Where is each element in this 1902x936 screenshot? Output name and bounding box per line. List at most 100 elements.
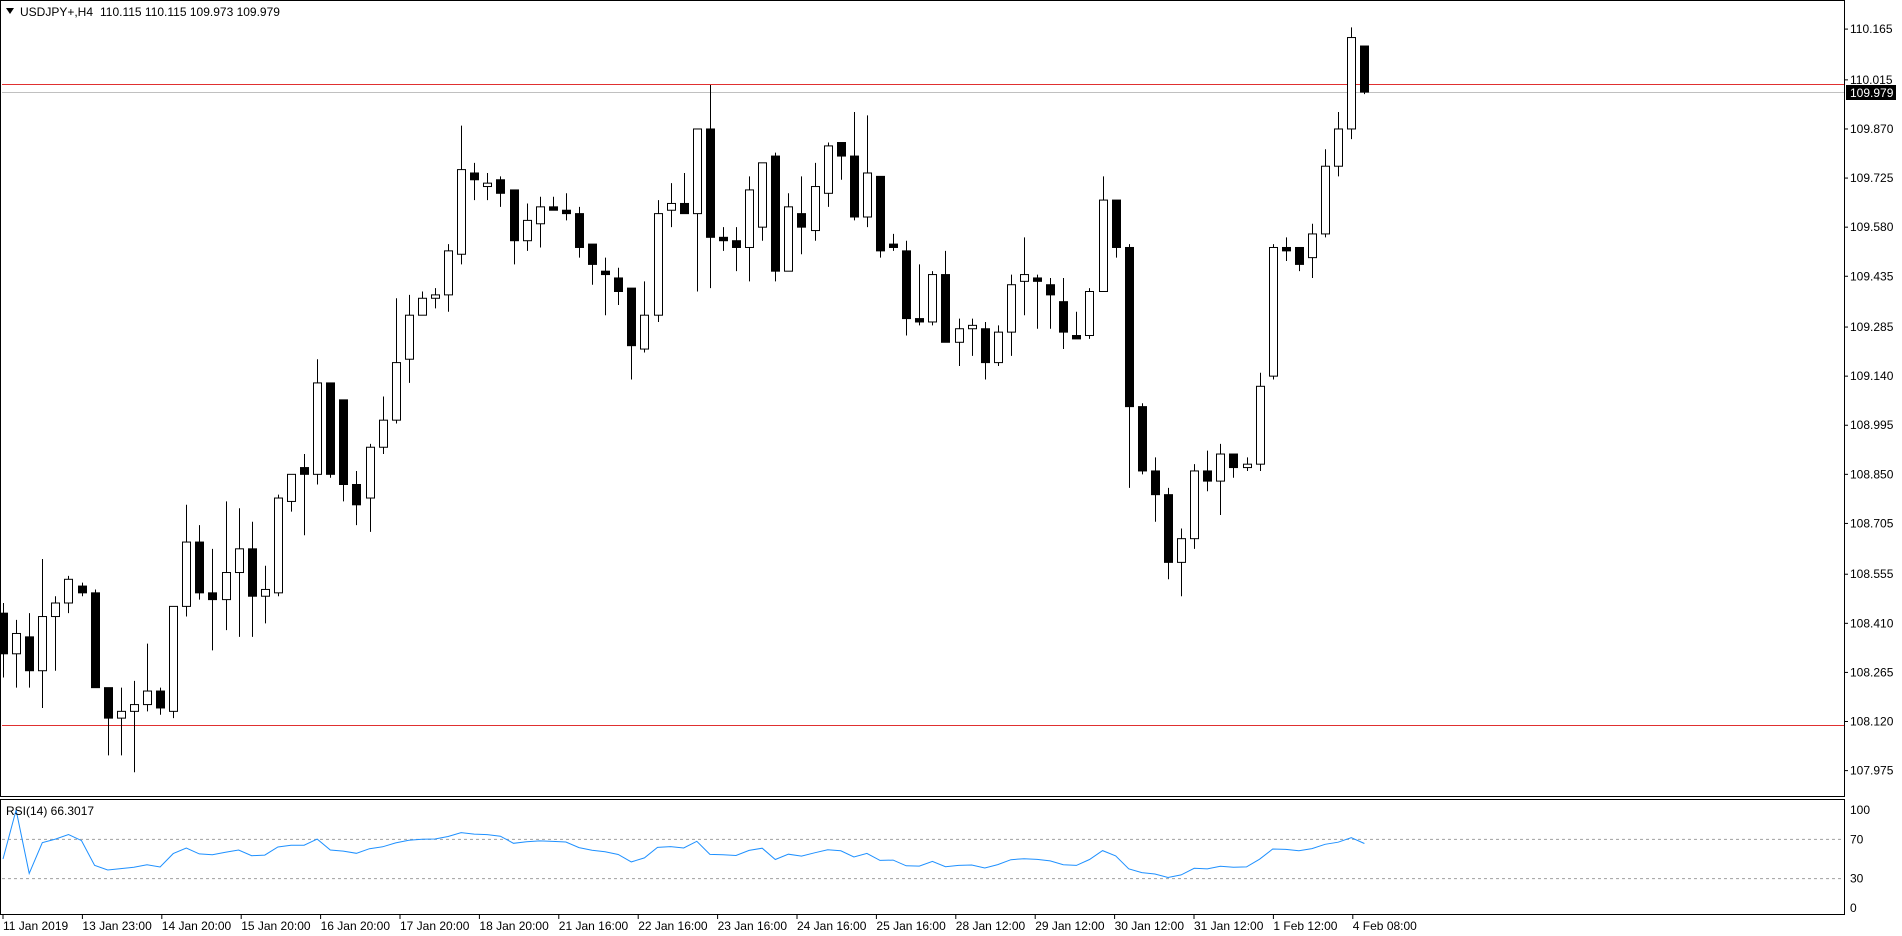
candle-2: [25, 613, 34, 688]
candle-18: [235, 508, 244, 637]
candle-body-56: [732, 240, 741, 248]
candle-12: [156, 687, 165, 715]
candle-43: [562, 193, 571, 221]
candle-28: [366, 443, 375, 532]
candle-body-1: [12, 632, 21, 655]
candle-body-81: [1059, 301, 1068, 333]
candle-45: [588, 243, 597, 285]
candle-body-98: [1282, 246, 1291, 252]
candle-21: [274, 494, 283, 597]
candle-51: [667, 183, 676, 228]
price-tick-label-8: 108.995: [1850, 418, 1894, 432]
candle-85: [1112, 199, 1121, 258]
candle-60: [784, 193, 793, 272]
price-tick-label-10: 108.705: [1850, 516, 1894, 530]
candle-70: [915, 264, 924, 326]
price-tick-label-13: 108.265: [1850, 665, 1894, 679]
candle-body-102: [1334, 128, 1343, 167]
candle-56: [732, 227, 741, 272]
candle-body-50: [654, 213, 663, 316]
time-tick-label-2: 14 Jan 20:00: [162, 919, 232, 933]
candle-5: [64, 575, 73, 614]
candle-body-35: [457, 169, 466, 255]
time-tick-label-14: 30 Jan 12:00: [1115, 919, 1185, 933]
current-price-label: 109.979: [1850, 86, 1894, 100]
candle-body-16: [208, 592, 217, 601]
candle-body-30: [392, 362, 401, 421]
candle-39: [510, 189, 519, 265]
candle-body-79: [1033, 277, 1042, 282]
time-axis: 11 Jan 2019 13 Jan 23:00 14 Jan 20:00 15 Ja…: [2, 915, 1417, 933]
candle-body-9: [117, 710, 126, 719]
candle-55: [719, 227, 728, 251]
candle-body-48: [627, 287, 636, 347]
candle-40: [523, 203, 532, 251]
candle-body-22: [287, 473, 296, 502]
candle-body-5: [64, 578, 73, 604]
candle-74: [968, 318, 977, 356]
candles-group: [0, 27, 1369, 773]
candle-65: [850, 112, 859, 221]
candle-76: [994, 325, 1003, 366]
candle-77: [1007, 274, 1016, 356]
candle-body-63: [824, 145, 833, 194]
candle-37: [483, 172, 492, 201]
candle-22: [287, 473, 296, 512]
candle-body-54: [706, 128, 715, 238]
candle-body-69: [902, 250, 911, 320]
candle-body-51: [667, 202, 676, 211]
rsi-label: RSI(14) 66.3017: [6, 804, 94, 818]
candle-body-72: [941, 274, 950, 343]
time-tick-label-16: 1 Feb 12:00: [1273, 919, 1337, 933]
candle-body-53: [693, 128, 702, 215]
candle-body-76: [994, 331, 1003, 364]
candle-body-77: [1007, 284, 1016, 333]
time-tick-label-3: 15 Jan 20:00: [241, 919, 311, 933]
candle-body-74: [968, 324, 977, 330]
candle-100: [1308, 223, 1317, 278]
candle-body-44: [575, 213, 584, 248]
price-panel-frame: [0, 0, 1845, 797]
time-tick-label-17: 4 Feb 08:00: [1353, 919, 1417, 933]
candle-86: [1125, 244, 1134, 488]
candle-30: [392, 298, 401, 424]
candle-33: [431, 288, 440, 309]
candle-67: [876, 175, 885, 258]
rsi-tick-label-2: 30: [1850, 872, 1864, 886]
candle-body-82: [1072, 335, 1081, 340]
candle-25: [326, 382, 335, 478]
time-tick-label-10: 24 Jan 16:00: [797, 919, 867, 933]
candle-20: [261, 565, 270, 624]
candle-body-29: [379, 419, 388, 448]
candle-47: [614, 267, 623, 306]
candle-body-70: [915, 318, 924, 323]
candle-42: [549, 196, 558, 211]
candle-7: [91, 589, 100, 689]
time-tick-label-13: 29 Jan 12:00: [1035, 919, 1105, 933]
candle-body-68: [889, 243, 898, 248]
candle-98: [1282, 237, 1291, 262]
candle-94: [1229, 453, 1238, 478]
current-price-marker: 109.979: [1846, 85, 1896, 100]
candle-61: [797, 176, 806, 255]
price-tick-label-2: 109.870: [1850, 122, 1894, 136]
time-tick-label-12: 28 Jan 12:00: [956, 919, 1026, 933]
candle-body-59: [771, 155, 780, 272]
candle-8: [104, 687, 113, 756]
candle-84: [1099, 176, 1108, 292]
candle-body-97: [1269, 246, 1278, 377]
candle-body-38: [496, 179, 505, 194]
candle-body-39: [510, 189, 519, 242]
rsi-tick-label-1: 70: [1850, 832, 1864, 846]
candle-96: [1256, 372, 1265, 471]
candle-41: [536, 196, 545, 248]
candle-50: [654, 200, 663, 322]
candle-body-28: [366, 446, 375, 499]
candle-87: [1138, 403, 1147, 475]
candle-93: [1216, 443, 1225, 515]
candle-36: [470, 162, 479, 201]
symbol-menu-triangle-icon[interactable]: [6, 8, 14, 14]
price-tick-label-9: 108.850: [1850, 467, 1894, 481]
candle-body-101: [1321, 165, 1330, 235]
